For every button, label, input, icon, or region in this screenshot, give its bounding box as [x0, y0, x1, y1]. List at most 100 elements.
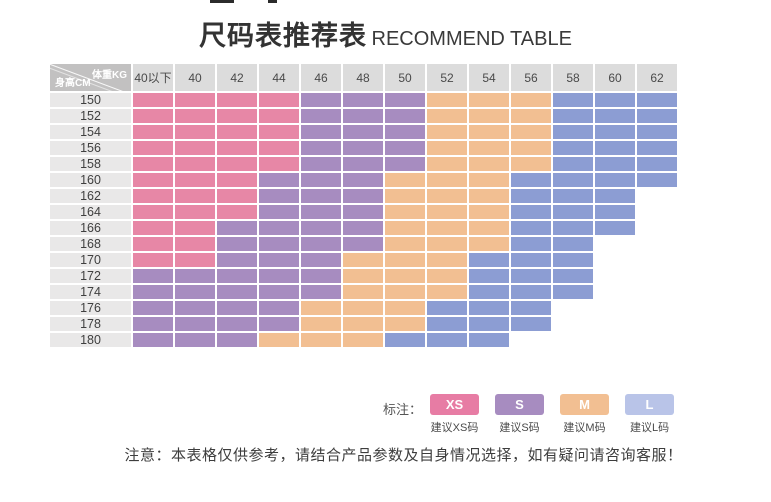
size-cell-s — [299, 251, 343, 269]
corner-cell: 体重KG 身高CM — [48, 62, 133, 93]
size-cell-l — [467, 267, 511, 285]
size-cell-m — [467, 107, 511, 125]
legend-note: 建议S码 — [499, 422, 540, 434]
weight-col-header: 56 — [509, 62, 553, 93]
size-cell-empty — [635, 203, 679, 221]
weight-col-header: 44 — [257, 62, 301, 93]
size-cell-m — [467, 91, 511, 109]
size-cell-empty — [635, 283, 679, 301]
size-cell-s — [257, 187, 301, 205]
legend-note: 建议M码 — [563, 422, 606, 434]
size-cell-empty — [635, 331, 679, 349]
size-cell-empty — [593, 283, 637, 301]
weight-axis-label: 体重KG — [92, 70, 127, 81]
size-cell-m — [425, 91, 469, 109]
size-cell-xs — [215, 203, 259, 221]
size-cell-l — [593, 123, 637, 141]
legend-swatch-l: L — [625, 394, 675, 415]
size-cell-xs — [257, 91, 301, 109]
size-cell-s — [383, 91, 427, 109]
size-cell-s — [131, 283, 175, 301]
size-cell-empty — [593, 235, 637, 253]
weight-col-header: 54 — [467, 62, 511, 93]
size-cell-s — [215, 267, 259, 285]
size-cell-m — [383, 219, 427, 237]
size-cell-empty — [593, 331, 637, 349]
top-edge-artifact — [210, 0, 234, 3]
height-row-label: 158 — [48, 155, 133, 173]
size-cell-xs — [215, 171, 259, 189]
legend-swatch-s: S — [495, 394, 545, 415]
size-cell-xs — [131, 155, 175, 173]
size-cell-l — [635, 139, 679, 157]
size-cell-l — [551, 283, 595, 301]
size-cell-l — [425, 299, 469, 317]
size-cell-l — [467, 331, 511, 349]
weight-col-header: 42 — [215, 62, 259, 93]
size-cell-empty — [635, 219, 679, 237]
size-cell-s — [131, 331, 175, 349]
table-row: 160 — [48, 171, 679, 189]
size-cell-xs — [257, 123, 301, 141]
size-cell-l — [467, 251, 511, 269]
size-cell-m — [467, 155, 511, 173]
size-cell-s — [341, 235, 385, 253]
table-row: 158 — [48, 155, 679, 173]
size-cell-m — [425, 251, 469, 269]
size-cell-empty — [635, 251, 679, 269]
size-cell-empty — [593, 251, 637, 269]
size-cell-s — [131, 315, 175, 333]
table-row: 168 — [48, 235, 679, 253]
size-cell-xs — [131, 235, 175, 253]
size-cell-s — [299, 235, 343, 253]
size-cell-m — [425, 171, 469, 189]
size-cell-s — [131, 267, 175, 285]
size-cell-l — [509, 203, 553, 221]
size-cell-m — [425, 123, 469, 141]
size-cell-s — [215, 235, 259, 253]
height-row-label: 154 — [48, 123, 133, 141]
weight-col-header: 50 — [383, 62, 427, 93]
size-cell-l — [593, 139, 637, 157]
size-cell-m — [383, 203, 427, 221]
legend-swatch-xs: XS — [430, 394, 480, 415]
size-cell-l — [551, 251, 595, 269]
size-cell-xs — [215, 187, 259, 205]
size-cell-m — [425, 155, 469, 173]
size-cell-empty — [551, 331, 595, 349]
legend-item-m: M 建议M码 — [560, 394, 610, 435]
size-cell-m — [467, 203, 511, 221]
size-cell-l — [593, 155, 637, 173]
height-row-label: 176 — [48, 299, 133, 317]
weight-col-header: 52 — [425, 62, 469, 93]
height-row-label: 172 — [48, 267, 133, 285]
page-title-english: RECOMMEND TABLE — [371, 28, 572, 50]
size-cell-m — [467, 187, 511, 205]
size-cell-m — [509, 155, 553, 173]
size-cell-s — [341, 187, 385, 205]
size-cell-s — [341, 107, 385, 125]
weight-col-header: 62 — [635, 62, 679, 93]
size-cell-s — [257, 299, 301, 317]
table-row: 154 — [48, 123, 679, 141]
size-cell-m — [341, 331, 385, 349]
table-row: 178 — [48, 315, 679, 333]
weight-col-header: 40以下 — [131, 62, 175, 93]
size-cell-empty — [551, 315, 595, 333]
size-cell-s — [257, 219, 301, 237]
size-cell-empty — [593, 267, 637, 285]
table-row: 172 — [48, 267, 679, 285]
size-table: 体重KG 身高CM 40以下 40 42 44 46 48 50 52 54 56 58 60 62 150… — [48, 62, 679, 349]
size-cell-empty — [635, 315, 679, 333]
size-cell-s — [257, 203, 301, 221]
size-cell-s — [341, 139, 385, 157]
size-cell-m — [425, 187, 469, 205]
size-cell-xs — [173, 107, 217, 125]
size-cell-m — [341, 283, 385, 301]
size-cell-m — [467, 139, 511, 157]
header-row: 体重KG 身高CM 40以下 40 42 44 46 48 50 52 54 56 58 60 62 — [48, 62, 679, 93]
size-cell-l — [551, 91, 595, 109]
size-cell-m — [425, 267, 469, 285]
size-cell-xs — [131, 139, 175, 157]
legend-label: 标注： — [383, 402, 423, 417]
